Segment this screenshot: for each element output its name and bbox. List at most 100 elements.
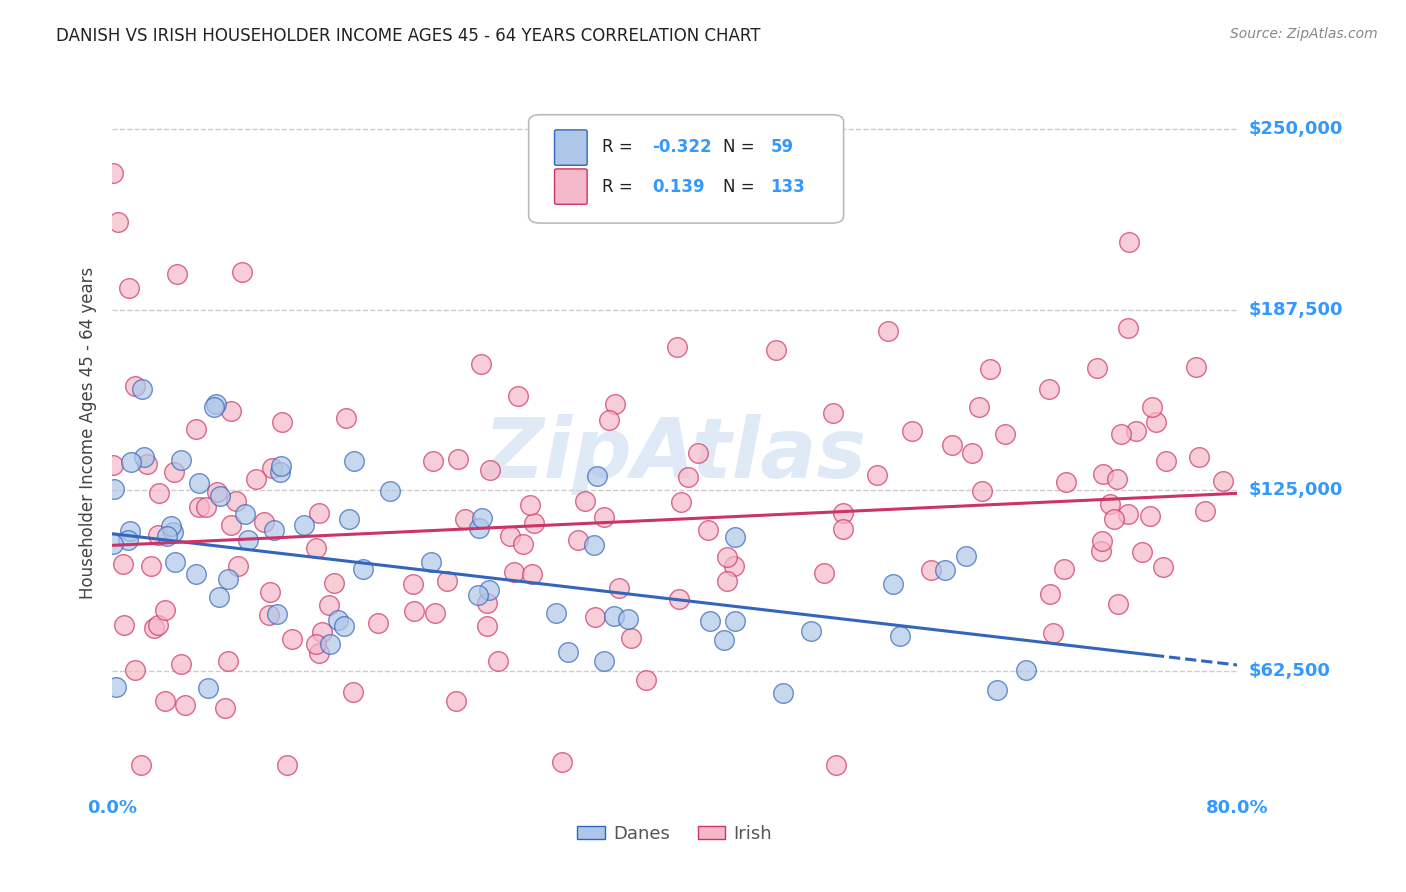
Point (156, 529, 179, 543)
Point (1054, 475, 1077, 490)
Point (724, 530, 747, 544)
Point (520, 566, 543, 581)
Point (236, 533, 259, 547)
Text: $250,000: $250,000 (1249, 120, 1343, 138)
Point (1188, 450, 1211, 464)
Point (876, 324, 898, 338)
Point (551, 755, 574, 769)
Text: -0.322: -0.322 (652, 138, 711, 156)
Point (960, 446, 983, 460)
Text: DANISH VS IRISH HOUSEHOLDER INCOME AGES 45 - 64 YEARS CORRELATION CHART: DANISH VS IRISH HOUSEHOLDER INCOME AGES … (56, 27, 761, 45)
Point (311, 625, 333, 640)
Point (328, 613, 350, 627)
Point (920, 563, 942, 577)
Point (468, 521, 491, 535)
Point (378, 483, 401, 498)
Point (186, 422, 208, 436)
Point (592, 654, 614, 668)
Point (352, 562, 374, 576)
Point (269, 465, 291, 479)
Point (1102, 511, 1125, 525)
Point (800, 624, 823, 638)
Point (319, 637, 342, 651)
Point (1039, 586, 1062, 600)
Point (688, 446, 710, 460)
Text: 133: 133 (770, 178, 806, 196)
Point (676, 470, 699, 484)
Point (305, 637, 328, 651)
Point (994, 426, 1017, 441)
Text: $187,500: $187,500 (1249, 301, 1343, 318)
Point (1042, 626, 1064, 640)
Point (825, 758, 848, 772)
Point (1085, 360, 1108, 375)
Point (583, 609, 606, 624)
Point (668, 591, 690, 606)
Point (332, 619, 354, 633)
Point (475, 596, 498, 610)
Point (162, 525, 184, 540)
Point (986, 682, 1008, 697)
Point (173, 698, 195, 712)
Point (166, 267, 188, 281)
Point (136, 457, 159, 471)
Point (503, 565, 526, 579)
Point (519, 498, 541, 512)
Point (124, 663, 146, 677)
Point (318, 599, 340, 613)
Point (245, 472, 267, 486)
Point (593, 510, 616, 524)
Point (367, 615, 389, 630)
Point (1212, 474, 1234, 488)
Point (308, 647, 330, 661)
Point (882, 577, 904, 591)
Point (153, 603, 176, 617)
Point (467, 588, 489, 602)
Point (163, 465, 186, 479)
Point (204, 397, 226, 411)
Point (523, 516, 546, 530)
Point (585, 469, 607, 483)
Point (634, 673, 657, 688)
Point (498, 528, 520, 542)
Point (134, 450, 156, 465)
Point (1130, 545, 1153, 559)
Point (955, 549, 977, 563)
Point (1038, 382, 1060, 396)
Point (233, 507, 256, 521)
Point (1144, 416, 1167, 430)
Point (225, 494, 247, 508)
Text: N =: N = (723, 138, 761, 156)
Text: ZipAtlas: ZipAtlas (484, 414, 866, 495)
Point (402, 604, 425, 618)
Point (475, 618, 498, 632)
Point (598, 413, 620, 427)
Point (772, 686, 794, 700)
Point (208, 590, 231, 604)
Point (1118, 235, 1140, 249)
Point (486, 654, 509, 668)
Point (970, 483, 993, 498)
Point (197, 681, 219, 695)
Point (454, 512, 477, 526)
Point (129, 758, 152, 772)
Point (160, 519, 183, 533)
Point (420, 555, 443, 569)
Point (1092, 467, 1115, 482)
Point (544, 606, 567, 620)
Point (276, 758, 298, 772)
Point (1053, 562, 1076, 576)
Point (603, 397, 626, 411)
Point (724, 614, 747, 628)
Point (270, 459, 292, 474)
Point (512, 537, 534, 551)
Point (107, 214, 129, 228)
Point (143, 621, 166, 635)
Point (105, 681, 128, 695)
Point (146, 618, 169, 632)
Point (1118, 508, 1140, 522)
Point (765, 343, 787, 357)
Point (901, 424, 924, 438)
Point (1125, 424, 1147, 438)
Point (260, 461, 283, 475)
